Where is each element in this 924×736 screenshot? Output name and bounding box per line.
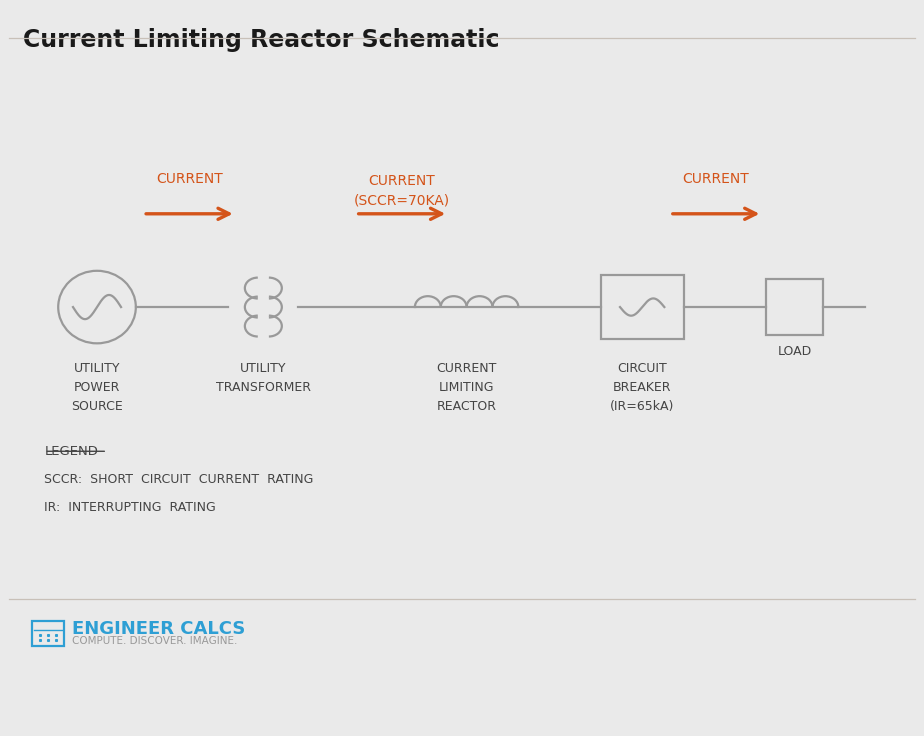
Text: IR:  INTERRUPTING  RATING: IR: INTERRUPTING RATING xyxy=(44,501,216,514)
Text: COMPUTE. DISCOVER. IMAGINE.: COMPUTE. DISCOVER. IMAGINE. xyxy=(72,636,237,646)
Text: LOAD: LOAD xyxy=(777,345,812,358)
Text: CURRENT
LIMITING
REACTOR: CURRENT LIMITING REACTOR xyxy=(436,362,497,414)
Text: UTILITY
TRANSFORMER: UTILITY TRANSFORMER xyxy=(216,362,310,394)
Bar xyxy=(766,279,823,335)
Text: LEGEND: LEGEND xyxy=(44,445,98,459)
Text: ENGINEER CALCS: ENGINEER CALCS xyxy=(72,620,246,637)
Text: UTILITY
POWER
SOURCE: UTILITY POWER SOURCE xyxy=(71,362,123,414)
Text: CURRENT: CURRENT xyxy=(683,172,749,186)
Text: (SCCR=70KA): (SCCR=70KA) xyxy=(354,194,450,208)
Text: SCCR:  SHORT  CIRCUIT  CURRENT  RATING: SCCR: SHORT CIRCUIT CURRENT RATING xyxy=(44,473,314,486)
Bar xyxy=(601,275,684,339)
Bar xyxy=(32,620,64,646)
Text: Current Limiting Reactor Schematic: Current Limiting Reactor Schematic xyxy=(23,28,500,52)
Text: CURRENT: CURRENT xyxy=(369,174,435,188)
Text: CURRENT: CURRENT xyxy=(156,172,223,186)
Text: CIRCUIT
BREAKER
(IR=65kA): CIRCUIT BREAKER (IR=65kA) xyxy=(610,362,675,414)
